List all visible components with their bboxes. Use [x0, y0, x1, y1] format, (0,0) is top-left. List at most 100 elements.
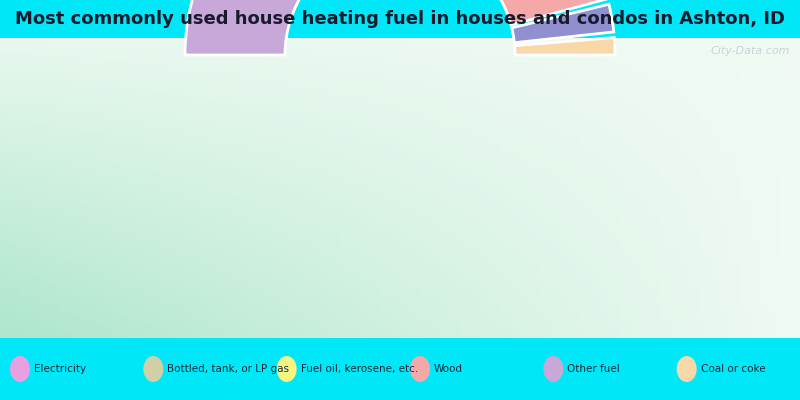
- Bar: [780, 139, 790, 144]
- Bar: [580, 308, 590, 313]
- Bar: [700, 240, 710, 245]
- Bar: [20, 228, 30, 232]
- Bar: [150, 71, 161, 76]
- Bar: [210, 84, 221, 89]
- Bar: [290, 262, 301, 266]
- Bar: [730, 97, 741, 101]
- Bar: [50, 186, 61, 190]
- Bar: [360, 206, 370, 211]
- Bar: [670, 59, 681, 63]
- Bar: [400, 101, 410, 106]
- Bar: [250, 71, 261, 76]
- Bar: [590, 262, 601, 266]
- Bar: [600, 21, 610, 25]
- Bar: [130, 16, 141, 21]
- Bar: [20, 266, 30, 270]
- Bar: [30, 333, 41, 338]
- Bar: [540, 321, 550, 325]
- Bar: [470, 244, 481, 249]
- Bar: [710, 164, 721, 169]
- Bar: [430, 8, 441, 13]
- Bar: [450, 21, 461, 25]
- Bar: [270, 262, 281, 266]
- Bar: [720, 300, 730, 304]
- Bar: [760, 325, 770, 330]
- Bar: [460, 139, 470, 144]
- Bar: [320, 215, 330, 220]
- Bar: [520, 118, 530, 122]
- Bar: [370, 295, 381, 300]
- Bar: [500, 29, 510, 34]
- Bar: [310, 105, 321, 110]
- Bar: [320, 164, 330, 169]
- Bar: [570, 114, 581, 118]
- Bar: [710, 291, 721, 296]
- Bar: [740, 0, 750, 4]
- Bar: [680, 266, 690, 270]
- Bar: [620, 274, 630, 279]
- Bar: [450, 202, 461, 207]
- Bar: [690, 152, 701, 156]
- Bar: [430, 147, 441, 152]
- Bar: [0, 16, 10, 21]
- Bar: [100, 282, 110, 287]
- Bar: [510, 266, 521, 270]
- Bar: [330, 198, 341, 203]
- Bar: [320, 236, 330, 241]
- Bar: [650, 33, 661, 38]
- Bar: [260, 202, 270, 207]
- Bar: [380, 321, 390, 325]
- Bar: [190, 67, 201, 72]
- Bar: [310, 253, 321, 258]
- Bar: [420, 147, 430, 152]
- Bar: [600, 219, 610, 224]
- Bar: [320, 139, 330, 144]
- Bar: [600, 274, 610, 279]
- Bar: [690, 198, 701, 203]
- Bar: [610, 139, 621, 144]
- Bar: [750, 168, 761, 173]
- Bar: [550, 244, 561, 249]
- Bar: [790, 143, 800, 148]
- Bar: [480, 211, 490, 216]
- Bar: [270, 186, 281, 190]
- Bar: [230, 257, 241, 262]
- Bar: [480, 139, 490, 144]
- Bar: [90, 198, 101, 203]
- Bar: [160, 190, 170, 194]
- Bar: [680, 160, 690, 165]
- Bar: [200, 130, 210, 135]
- Bar: [660, 270, 670, 275]
- Bar: [750, 266, 761, 270]
- Bar: [490, 177, 501, 182]
- Bar: [330, 202, 341, 207]
- Bar: [730, 211, 741, 216]
- Bar: [480, 29, 490, 34]
- Bar: [260, 232, 270, 237]
- Bar: [720, 206, 730, 211]
- Bar: [710, 101, 721, 106]
- Bar: [560, 114, 570, 118]
- Bar: [680, 80, 690, 84]
- Bar: [680, 190, 690, 194]
- Bar: [60, 8, 70, 13]
- Bar: [60, 25, 70, 30]
- Bar: [240, 270, 250, 275]
- Bar: [310, 92, 321, 97]
- Bar: [420, 71, 430, 76]
- Bar: [120, 160, 130, 165]
- Bar: [20, 168, 30, 173]
- Bar: [390, 92, 401, 97]
- Bar: [700, 135, 710, 140]
- Bar: [130, 228, 141, 232]
- Bar: [480, 38, 490, 42]
- Bar: [530, 88, 541, 93]
- Bar: [480, 312, 490, 317]
- Bar: [360, 84, 370, 89]
- Bar: [420, 329, 430, 334]
- Bar: [770, 253, 781, 258]
- Bar: [440, 181, 450, 186]
- Bar: [260, 42, 270, 46]
- Bar: [760, 33, 770, 38]
- Bar: [20, 143, 30, 148]
